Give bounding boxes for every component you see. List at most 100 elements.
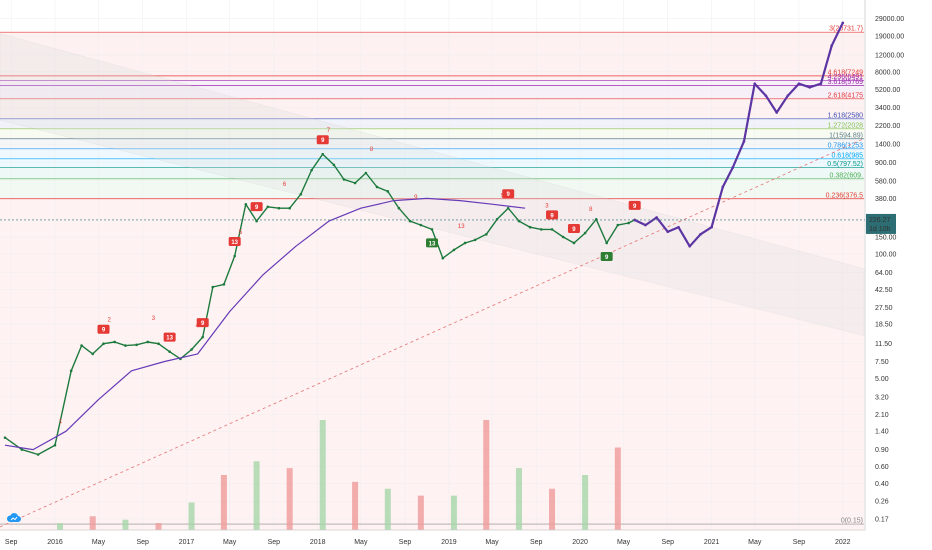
time-axis-tick: Sep — [268, 539, 281, 546]
fib-label: 0.236(376.5 — [826, 192, 863, 199]
price-axis-tick: 18.50 — [875, 321, 893, 328]
fib-band — [0, 138, 864, 149]
volume-bar — [155, 523, 162, 530]
series-point — [841, 21, 845, 25]
series-point — [353, 181, 357, 185]
fib-label: 0.382(609. — [830, 172, 864, 179]
td-count: 7 — [327, 128, 331, 134]
series-point — [201, 335, 205, 339]
series-point — [342, 178, 346, 181]
series-point — [539, 228, 543, 231]
price-axis-tick: 5200.00 — [875, 87, 900, 94]
series-point — [255, 219, 258, 223]
price-series-3 — [634, 22, 844, 248]
price-axis-bg — [865, 0, 932, 550]
series-point — [721, 185, 725, 189]
price-axis-tick: 3400.00 — [875, 105, 900, 112]
series-point — [517, 219, 521, 223]
series-point — [644, 223, 647, 227]
price-axis-tick: 0.90 — [875, 447, 889, 454]
series-point — [102, 342, 105, 346]
series-point — [299, 192, 303, 196]
demark-badge-label: 9 — [102, 328, 106, 334]
price-axis-tick: 0.26 — [875, 499, 889, 506]
volume-bar — [417, 495, 424, 530]
series-point — [699, 233, 702, 236]
price-axis-tick: 12000.00 — [875, 52, 904, 59]
tradingview-cloud-icon[interactable] — [6, 512, 22, 524]
series-point — [710, 225, 713, 229]
price-axis-tick: 0.60 — [875, 464, 889, 471]
fib-band — [0, 178, 864, 199]
series-point — [408, 219, 412, 223]
price-axis-tick: 11.50 — [875, 341, 892, 348]
volume-bar — [57, 523, 64, 530]
time-axis-tick: 2019 — [441, 539, 457, 546]
series-point — [666, 230, 670, 234]
price-axis-tick: 1400.00 — [875, 142, 900, 149]
series-point — [386, 190, 390, 193]
demark-badge — [502, 189, 515, 199]
price-axis-tick: 27.50 — [875, 305, 893, 312]
price-axis-tick: 380.00 — [875, 196, 897, 203]
descending-channel — [0, 33, 865, 336]
series-point — [321, 152, 325, 156]
td-count: 3 — [152, 316, 156, 322]
series-point — [168, 350, 171, 353]
fib-label: 2.618(4175 — [828, 92, 864, 99]
fib-label: 4.236(6491 — [828, 74, 864, 81]
series-point — [775, 111, 778, 114]
series-point — [786, 94, 790, 97]
series-point — [113, 340, 116, 344]
fib-band — [0, 167, 864, 179]
series-point — [742, 140, 746, 143]
demark-badge-label: 13 — [166, 336, 173, 342]
fib-label: 1.618(2580 — [828, 112, 864, 119]
time-axis-tick: 2016 — [47, 539, 63, 546]
series-point — [797, 82, 801, 86]
td-count: 13 — [458, 224, 465, 230]
fib-label: 3(20731.7) — [829, 26, 863, 33]
time-axis-tick: Sep — [136, 539, 149, 546]
series-point — [830, 44, 833, 47]
time-axis-tick: Sep — [530, 539, 543, 546]
td-count: 5 — [239, 230, 243, 236]
demark-badge-label: 9 — [572, 227, 576, 233]
series-point — [506, 206, 510, 210]
series-point — [655, 216, 658, 219]
volume-bar — [549, 488, 556, 530]
series-point — [528, 225, 532, 229]
series-point — [397, 206, 401, 210]
price-axis-tick: 29000.00 — [875, 16, 904, 23]
price-axis-tick: 0.17 — [875, 516, 889, 523]
series-point — [419, 223, 423, 227]
demark-badge-label: 9 — [550, 213, 554, 219]
price-axis-tick: 900.00 — [875, 160, 897, 167]
price-axis-tick: 2200.00 — [875, 123, 900, 130]
time-axis-tick: 2018 — [310, 539, 326, 546]
series-point — [190, 348, 193, 351]
time-axis-tick: 2017 — [179, 539, 195, 546]
fib-label: 1.272(2028 — [828, 122, 864, 129]
series-point — [550, 228, 554, 231]
volume-bar — [352, 481, 359, 530]
ascending-trendline — [0, 138, 865, 528]
series-point — [484, 233, 488, 236]
td-count: 1 — [59, 419, 63, 425]
demark-badge — [163, 332, 176, 342]
time-axis-tick: Sep — [662, 539, 675, 546]
fib-label: 1(1594.89) — [829, 132, 863, 139]
time-axis-tick: 2020 — [572, 539, 588, 546]
series-point — [244, 202, 248, 206]
volume-bar — [384, 488, 391, 530]
price-axis-tick: 1.40 — [875, 429, 889, 436]
demark-badge — [196, 318, 209, 328]
series-point — [36, 453, 40, 456]
series-point — [364, 171, 368, 175]
series-point — [616, 223, 620, 227]
demark-badge-label: 9 — [633, 204, 637, 210]
demark-badge-label: 9 — [321, 138, 325, 144]
fib-band — [0, 98, 864, 119]
